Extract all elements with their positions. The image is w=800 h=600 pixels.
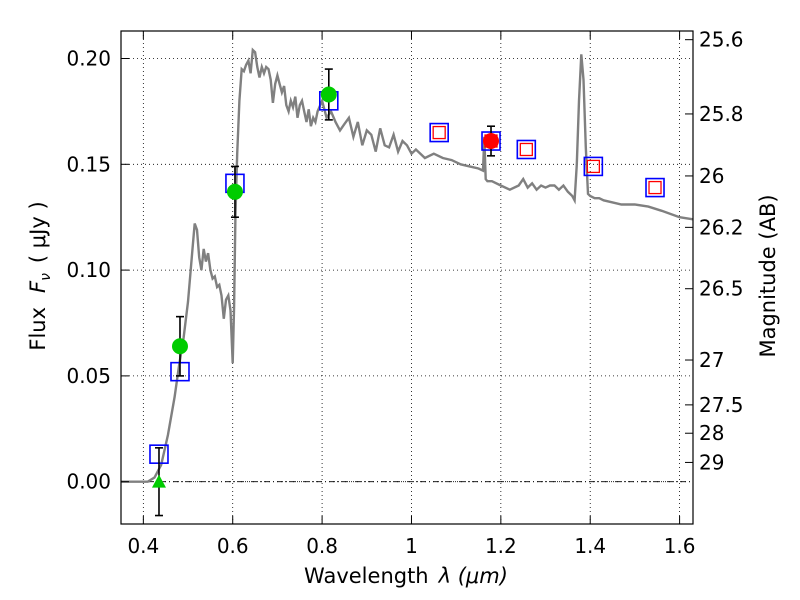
photometry-point-inner-square [648, 180, 662, 195]
photometry-point-circle [171, 338, 188, 355]
y2-tick-label: 27 [699, 348, 724, 372]
x-tick-label: 0.6 [217, 534, 249, 558]
photometry-point-circle [226, 183, 243, 200]
photometry-point-square [645, 177, 665, 198]
y-tick-label: 0.15 [66, 152, 111, 176]
model-spectrum-line [121, 47, 693, 483]
y2-tick-label: 29 [699, 450, 724, 474]
photometry-point-inner-square [432, 125, 446, 140]
y-axis-label: FluxFν( μJy ) [26, 201, 54, 350]
photometry-point-square [583, 156, 604, 177]
photometry-point-circle [483, 133, 500, 150]
photometry-point-square [516, 139, 537, 160]
x-tick-label: 1 [405, 534, 418, 558]
x-tick-label: 1.6 [664, 534, 696, 558]
axis-ticks [121, 31, 693, 524]
x-tick-label: 1.4 [574, 534, 606, 558]
y2-tick-label: 25.6 [699, 28, 744, 52]
photometry-point-inner-square [586, 159, 600, 174]
data-markers [149, 68, 665, 517]
y-tick-label: 0.05 [66, 364, 111, 388]
y2-tick-label: 26.2 [699, 215, 744, 239]
photometry-point-circle [320, 86, 337, 103]
y2-tick-label: 26.5 [699, 277, 744, 301]
y2-tick-label: 25.8 [699, 102, 744, 126]
photometry-point-square [429, 122, 449, 143]
grid-lines [121, 31, 693, 524]
y-tick-label: 0.20 [66, 47, 111, 71]
plot-area [121, 47, 693, 517]
y-tick-label: 0.10 [66, 258, 111, 282]
plot-frame [120, 30, 694, 525]
y2-tick-label: 26 [699, 164, 724, 188]
right-axis-label: Magnitude (AB) [756, 194, 780, 357]
x-tick-label: 0.8 [306, 534, 338, 558]
y2-tick-label: 27.5 [699, 393, 744, 417]
x-tick-label: 0.4 [127, 534, 159, 558]
y-tick-label: 0.00 [66, 470, 111, 494]
x-tick-label: 1.2 [485, 534, 517, 558]
x-axis-label: Wavelength λ (μm) [304, 564, 508, 588]
upper-limit-triangle [151, 474, 166, 488]
axis-tick-labels: 0.4 0.6 0.8 1 1.2 1.4 1.6 0.00 0.05 0.10 0.15 0.20 2… [66, 28, 743, 558]
y2-tick-label: 28 [699, 421, 724, 445]
photometry-point-inner-square [519, 142, 533, 157]
